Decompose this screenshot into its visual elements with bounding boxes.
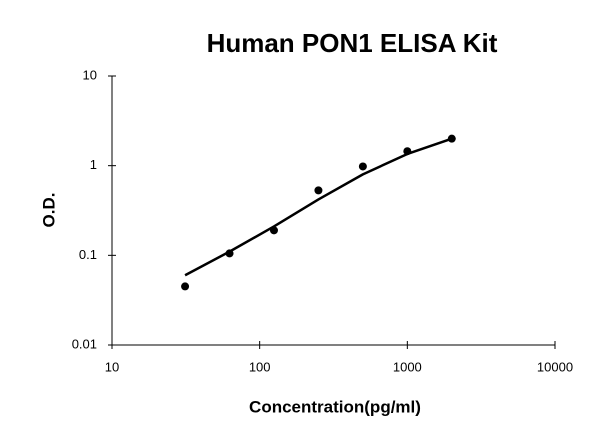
data-point (403, 147, 412, 156)
data-point (269, 226, 278, 235)
y-tick-label: 10 (83, 67, 97, 82)
x-tick-label: 10000 (537, 359, 573, 374)
x-tick-label: 10 (105, 359, 119, 374)
data-point (447, 134, 456, 143)
chart-title: Human PON1 ELISA Kit (207, 28, 498, 58)
x-tick-label: 100 (249, 359, 271, 374)
y-tick-label: 0.01 (72, 336, 97, 351)
x-axis-label: Concentration(pg/ml) (249, 397, 421, 416)
data-point (181, 282, 190, 291)
x-tick-label: 1000 (393, 359, 422, 374)
y-axis-label: O.D. (39, 193, 58, 228)
data-point (314, 186, 323, 195)
data-point (225, 249, 234, 258)
y-tick-label: 0.1 (79, 247, 97, 262)
y-tick-label: 1 (90, 157, 97, 172)
data-point (358, 162, 367, 171)
